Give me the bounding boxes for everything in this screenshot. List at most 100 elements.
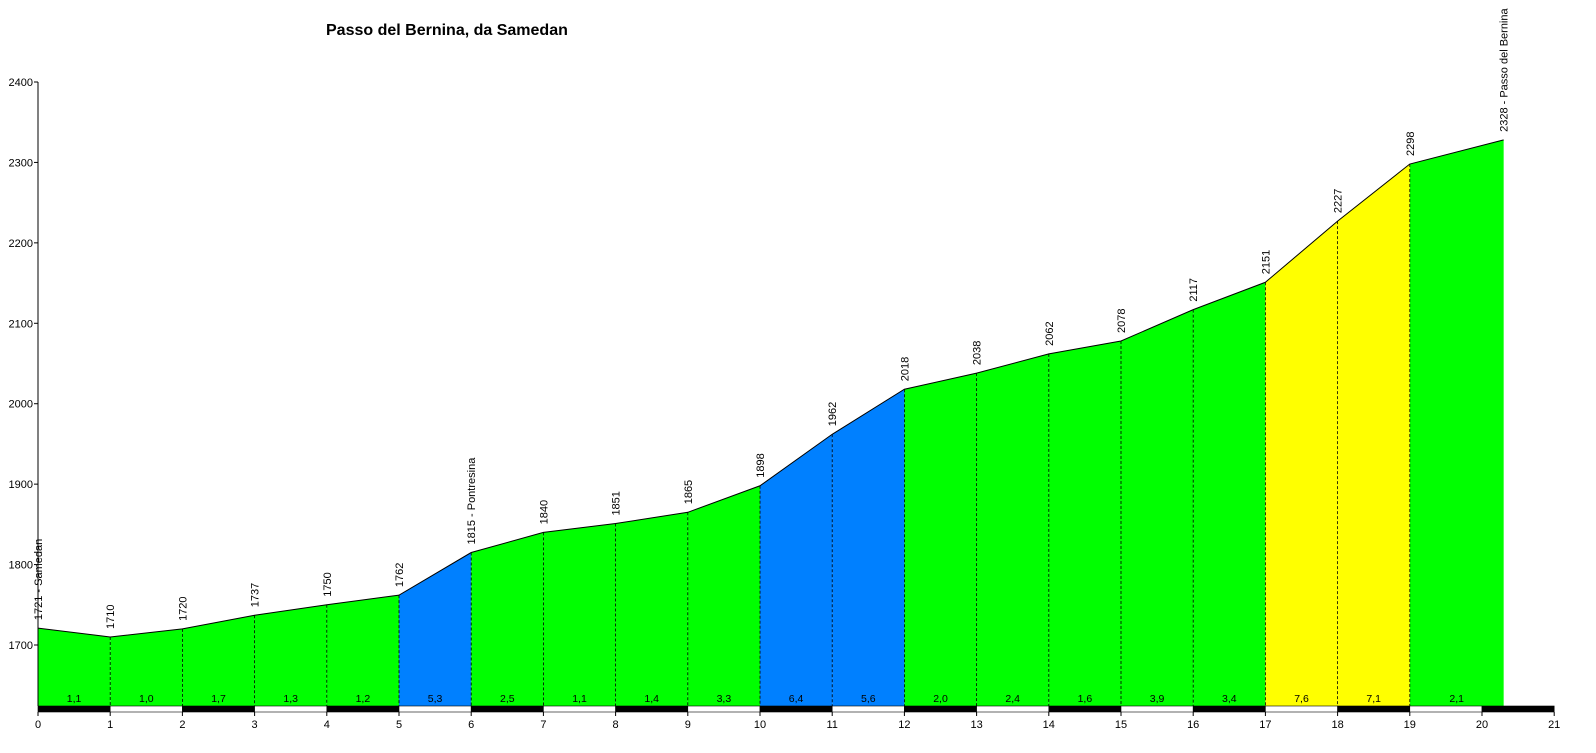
x-tick-label-12: 12 [898, 719, 910, 731]
gradient-label-9: 3,3 [717, 693, 732, 705]
gradient-label-6: 2,5 [500, 693, 515, 705]
gradient-label-4: 1,2 [356, 693, 371, 705]
x-tick-label-6: 6 [468, 719, 474, 731]
km-bar-block-11 [831, 705, 905, 713]
point-label-19: 2298 [1405, 132, 1417, 156]
x-tick-label-14: 14 [1043, 719, 1055, 731]
gradient-label-16: 3,4 [1222, 693, 1237, 705]
point-label-11: 1962 [827, 402, 839, 426]
gradient-label-8: 1,4 [644, 693, 659, 705]
point-label-7: 1840 [538, 500, 550, 524]
point-label-15: 2078 [1116, 308, 1128, 332]
km-bar-block-19 [1409, 705, 1483, 713]
x-tick-label-11: 11 [826, 719, 837, 731]
x-tick-label-21: 21 [1548, 719, 1560, 731]
y-tick-label-3: 2000 [9, 399, 33, 411]
chart-title: Passo del Bernina, da Samedan [326, 22, 568, 39]
point-label-13: 2038 [972, 341, 984, 365]
profile-outline [37, 139, 1504, 638]
km-bar-block-5 [398, 705, 472, 713]
y-tick-label-4: 2100 [9, 318, 33, 330]
segment-area-19 [1409, 139, 1504, 706]
km-bar-block-13 [976, 705, 1050, 713]
point-labels: 1721 - Samedan 1710 1720 1737 1750 1762 1815 -… [33, 8, 1511, 629]
km-bar-block-4 [326, 705, 400, 713]
km-bar-block-15 [1120, 705, 1194, 713]
km-bar-block-16 [1192, 705, 1266, 713]
point-label-0: 1721 - Samedan [33, 539, 45, 620]
gradient-label-14: 1,6 [1078, 693, 1093, 705]
segment-area-8 [615, 512, 688, 706]
y-tick-label-5: 2200 [9, 238, 33, 250]
x-tick-label-15: 15 [1115, 719, 1127, 731]
x-axis: 0 1 2 3 4 5 6 7 8 9 10 11 12 13 14 15 16 17 18 19 20 21 [35, 712, 1560, 731]
gradient-label-13: 2,4 [1005, 693, 1020, 705]
y-tick-label-7: 2400 [9, 77, 33, 89]
point-label-18: 2227 [1333, 189, 1345, 213]
segment-area-2 [182, 615, 255, 706]
x-tick-label-10: 10 [754, 719, 766, 731]
x-tick-label-8: 8 [613, 719, 619, 731]
segment-area-12 [904, 373, 977, 706]
point-label-8: 1851 [611, 491, 623, 515]
x-tick-label-17: 17 [1259, 719, 1271, 731]
x-tick-label-7: 7 [540, 719, 546, 731]
x-tick-label-18: 18 [1331, 719, 1343, 731]
km-bar-block-12 [904, 705, 977, 713]
y-tick-label-2: 1900 [9, 479, 33, 491]
point-label-12: 2018 [899, 357, 911, 381]
gradient-label-11: 5,6 [861, 693, 876, 705]
km-scale-bar [37, 705, 1555, 713]
gradient-label-18: 7,1 [1366, 693, 1381, 705]
x-tick-label-9: 9 [685, 719, 691, 731]
x-tick-label-13: 13 [970, 719, 982, 731]
gradient-labels: 1,1 1,0 1,7 1,3 1,2 5,3 2,5 1,1 1,4 3,3 6,4 5,6 2,0 2… [67, 693, 1464, 705]
km-bar-block-1 [109, 705, 183, 713]
point-label-2: 1720 [177, 596, 189, 620]
segment-area-0 [38, 628, 111, 706]
gradient-label-10: 6,4 [789, 693, 804, 705]
x-tick-label-2: 2 [179, 719, 185, 731]
km-bar-block-9 [687, 705, 761, 713]
x-tick-label-16: 16 [1187, 719, 1199, 731]
km-bar-block-8 [615, 705, 689, 713]
gradient-label-7: 1,1 [572, 693, 587, 705]
segment-area-5 [399, 552, 472, 706]
gradient-label-0: 1,1 [67, 693, 82, 705]
segment-areas [38, 139, 1504, 707]
segment-area-4 [326, 595, 399, 706]
gradient-label-19: 2,1 [1449, 693, 1464, 705]
point-label-4: 1750 [322, 572, 334, 596]
segment-area-17 [1265, 221, 1338, 707]
point-label-14: 2062 [1044, 321, 1056, 345]
point-label-6: 1815 - Pontresina [466, 457, 478, 545]
segment-area-16 [1193, 282, 1266, 706]
x-tick-label-1: 1 [107, 719, 113, 731]
gradient-label-1: 1,0 [139, 693, 154, 705]
x-tick-label-4: 4 [324, 719, 330, 731]
point-label-5: 1762 [394, 563, 406, 587]
segment-area-13 [976, 353, 1049, 706]
segment-area-14 [1048, 340, 1121, 706]
x-tick-label-3: 3 [252, 719, 258, 731]
gradient-label-3: 1,3 [283, 693, 298, 705]
km-bar-block-2 [182, 705, 255, 713]
segment-area-6 [471, 532, 544, 706]
segment-area-9 [687, 485, 760, 706]
y-tick-label-6: 2300 [9, 157, 33, 169]
segment-area-15 [1121, 309, 1194, 706]
segment-area-11 [832, 389, 905, 706]
gradient-label-12: 2,0 [933, 693, 948, 705]
segment-area-1 [110, 628, 183, 706]
segment-dividers [109, 164, 1411, 706]
km-bar-block-7 [543, 705, 616, 713]
km-bar-block-20 [1481, 705, 1555, 713]
gradient-label-2: 1,7 [211, 693, 226, 705]
segment-area-3 [254, 604, 327, 706]
gradient-label-5: 5,3 [428, 693, 443, 705]
point-label-9: 1865 [683, 480, 695, 504]
km-bar-block-6 [470, 705, 544, 713]
gradient-label-17: 7,6 [1294, 693, 1309, 705]
x-tick-label-0: 0 [35, 719, 41, 731]
